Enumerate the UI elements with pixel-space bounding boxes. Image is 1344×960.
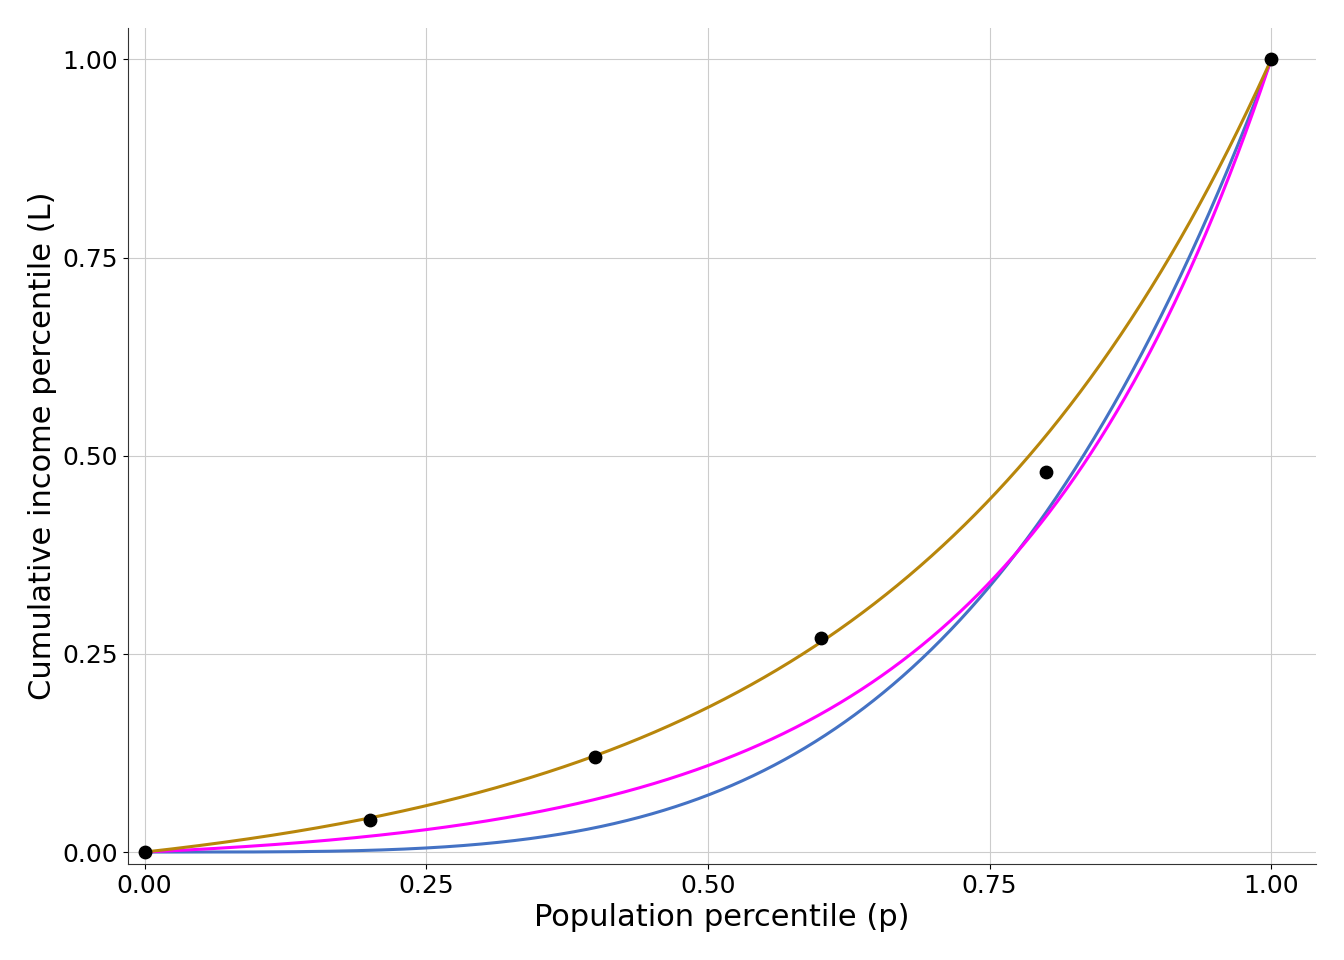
Point [1035,464,1056,479]
Y-axis label: Cumulative income percentile (L): Cumulative income percentile (L) [28,192,56,700]
X-axis label: Population percentile (p): Population percentile (p) [534,903,910,932]
Point [134,845,156,860]
Point [585,749,606,764]
Point [1261,52,1282,67]
Point [359,813,380,828]
Point [810,631,832,646]
